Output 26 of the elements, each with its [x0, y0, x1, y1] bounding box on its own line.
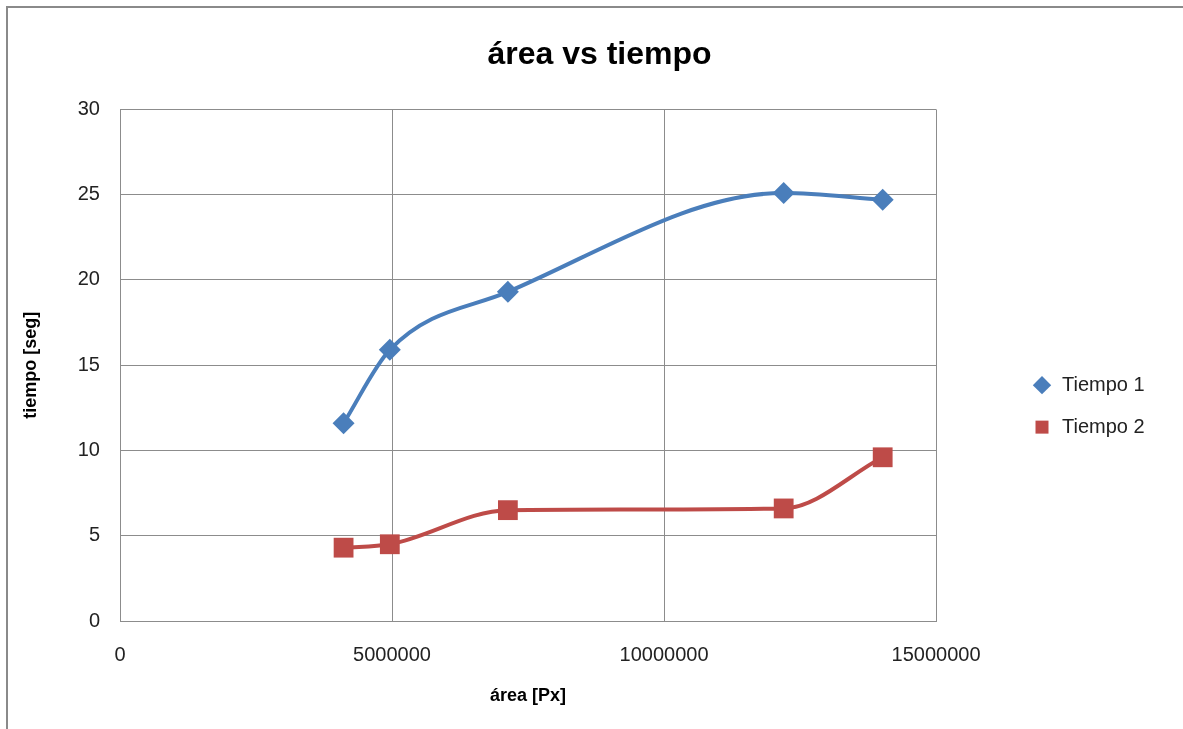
x-tick-label: 10000000: [619, 642, 709, 665]
y-tick-label: 15: [77, 352, 100, 375]
chart-title: área vs tiempo: [487, 35, 712, 72]
y-tick-label: 25: [77, 182, 100, 205]
y-tick-label: 20: [77, 267, 100, 290]
legend-label: Tiempo 1: [1062, 372, 1145, 395]
y-axis-title: tiempo [seg]: [19, 311, 40, 419]
point: [378, 338, 401, 361]
point: [496, 280, 519, 303]
legend-label: Tiempo 2: [1062, 414, 1145, 437]
y-tick-label: 5: [88, 523, 100, 546]
point: [772, 181, 795, 204]
point: [332, 412, 355, 435]
y-tick-label: 30: [77, 96, 100, 119]
x-tick-label: 15000000: [891, 642, 981, 665]
point: [497, 500, 518, 521]
y-tick-label: 0: [88, 608, 100, 631]
y-tick-label: 10: [77, 437, 100, 460]
point: [333, 537, 354, 558]
point: [871, 188, 894, 211]
point: [773, 498, 794, 519]
point: [872, 447, 893, 468]
x-tick-label: 0: [114, 642, 126, 665]
point: [379, 534, 400, 555]
x-tick-label: 5000000: [353, 642, 431, 665]
x-axis-title: área [Px]: [489, 685, 567, 706]
